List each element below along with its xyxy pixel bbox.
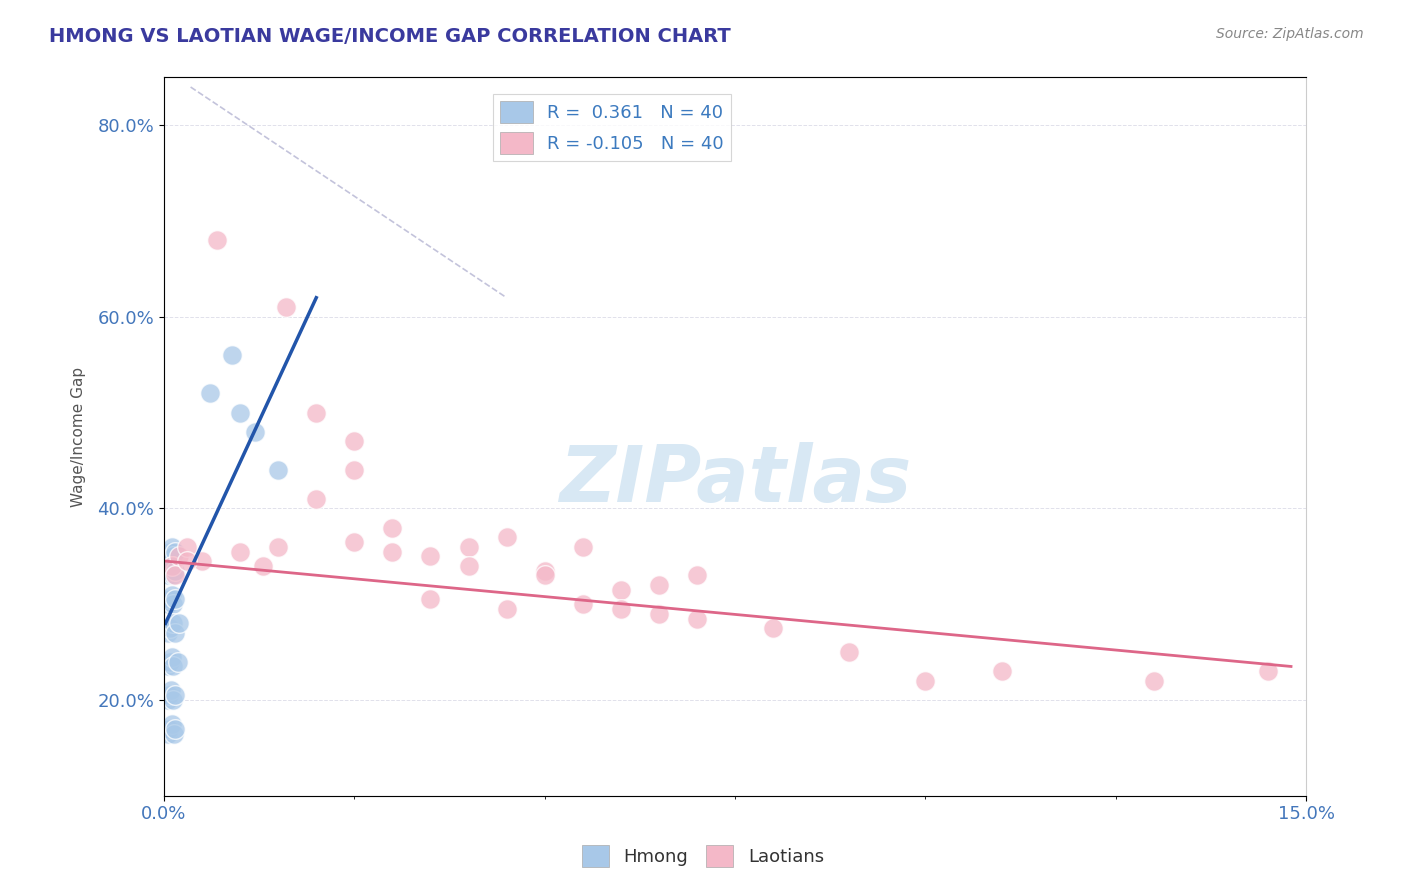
Point: [165, 688, 187, 702]
Point: [419, 549, 441, 564]
Point: [533, 564, 555, 578]
Point: [267, 540, 290, 554]
Point: [610, 602, 633, 616]
Point: [176, 554, 198, 568]
Point: [156, 568, 179, 582]
Point: [162, 616, 184, 631]
Point: [162, 693, 184, 707]
Point: [914, 673, 936, 688]
Point: [343, 463, 366, 477]
Point: [165, 544, 187, 558]
Point: [165, 592, 187, 607]
Point: [156, 626, 179, 640]
Legend: Hmong, Laotians: Hmong, Laotians: [575, 838, 831, 874]
Point: [167, 616, 190, 631]
Point: [165, 722, 187, 736]
Text: ZIPatlas: ZIPatlas: [560, 442, 911, 517]
Point: [191, 554, 214, 568]
Point: [686, 611, 709, 625]
Point: [165, 626, 187, 640]
Point: [159, 655, 181, 669]
Point: [343, 434, 366, 449]
Point: [267, 463, 290, 477]
Point: [245, 425, 267, 439]
Point: [610, 582, 633, 597]
Point: [160, 558, 183, 573]
Point: [167, 549, 190, 564]
Point: [648, 607, 671, 621]
Point: [159, 683, 181, 698]
Point: [762, 621, 785, 635]
Point: [156, 693, 179, 707]
Point: [381, 544, 404, 558]
Point: [165, 568, 187, 582]
Point: [274, 301, 297, 315]
Point: [381, 520, 404, 534]
Point: [166, 655, 188, 669]
Point: [990, 665, 1012, 679]
Point: [207, 233, 229, 247]
Legend: R =  0.361   N = 40, R = -0.105   N = 40: R = 0.361 N = 40, R = -0.105 N = 40: [494, 94, 731, 161]
Point: [1143, 673, 1166, 688]
Point: [156, 659, 179, 673]
Point: [686, 568, 709, 582]
Point: [198, 386, 221, 401]
Point: [457, 558, 479, 573]
Point: [221, 348, 243, 362]
Point: [165, 564, 187, 578]
Point: [162, 659, 184, 673]
Point: [156, 726, 179, 740]
Point: [495, 530, 517, 544]
Point: [160, 540, 183, 554]
Point: [157, 722, 180, 736]
Point: [159, 544, 181, 558]
Point: [160, 717, 183, 731]
Point: [1257, 665, 1279, 679]
Point: [457, 540, 479, 554]
Point: [162, 568, 184, 582]
Point: [157, 688, 180, 702]
Point: [156, 597, 179, 611]
Point: [162, 597, 184, 611]
Point: [160, 558, 183, 573]
Text: HMONG VS LAOTIAN WAGE/INCOME GAP CORRELATION CHART: HMONG VS LAOTIAN WAGE/INCOME GAP CORRELA…: [49, 27, 731, 45]
Point: [159, 592, 181, 607]
Y-axis label: Wage/Income Gap: Wage/Income Gap: [72, 367, 86, 507]
Point: [572, 597, 595, 611]
Point: [419, 592, 441, 607]
Point: [252, 558, 274, 573]
Point: [156, 549, 179, 564]
Point: [305, 491, 328, 506]
Text: Source: ZipAtlas.com: Source: ZipAtlas.com: [1216, 27, 1364, 41]
Point: [229, 544, 252, 558]
Point: [495, 602, 517, 616]
Point: [160, 588, 183, 602]
Point: [160, 649, 183, 664]
Point: [572, 540, 595, 554]
Point: [305, 406, 328, 420]
Point: [176, 540, 198, 554]
Point: [163, 726, 186, 740]
Point: [159, 621, 181, 635]
Point: [159, 564, 181, 578]
Point: [648, 578, 671, 592]
Point: [229, 406, 252, 420]
Point: [838, 645, 860, 659]
Point: [162, 549, 184, 564]
Point: [533, 568, 555, 582]
Point: [343, 535, 366, 549]
